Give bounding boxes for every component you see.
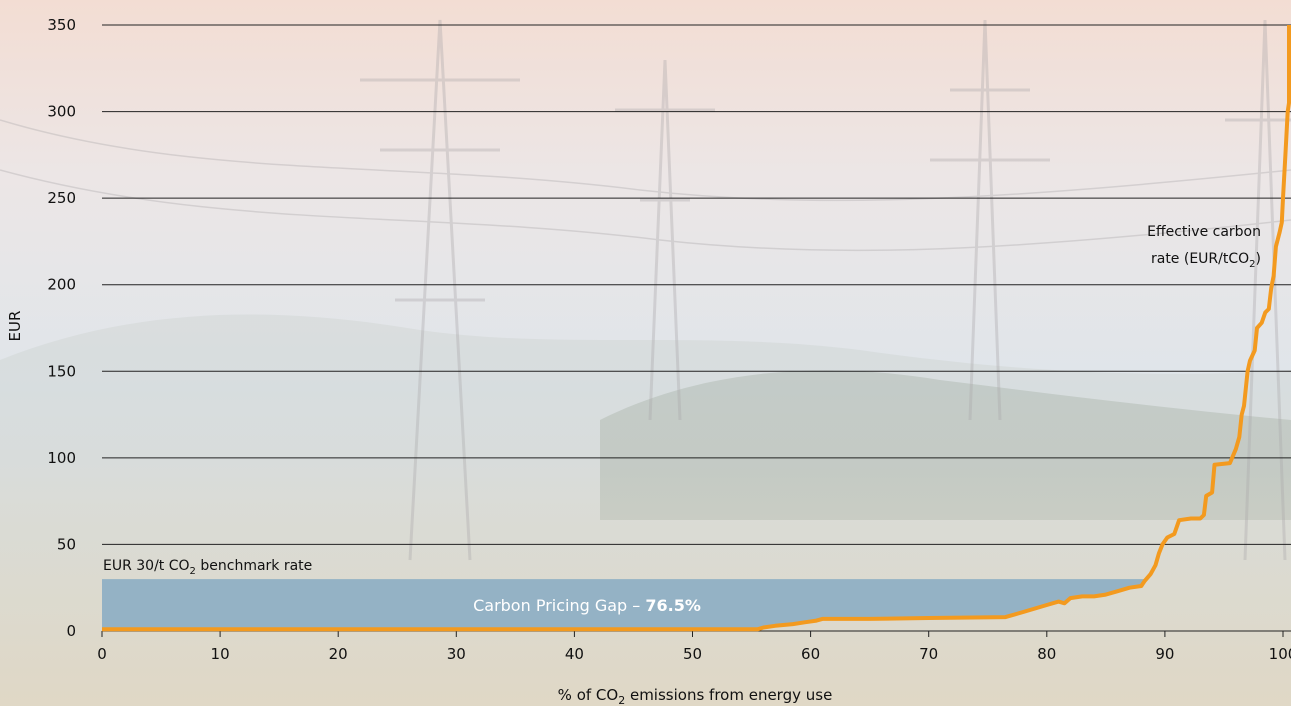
x-tick-label-50: 50 bbox=[683, 645, 702, 663]
x-axis-title-main: % of CO bbox=[558, 686, 619, 704]
pricing-gap-label: Carbon Pricing Gap – 76.5% bbox=[473, 596, 701, 615]
x-tick-label-0: 0 bbox=[97, 645, 107, 663]
gridlines bbox=[101, 24, 1291, 637]
x-tick-label-70: 70 bbox=[919, 645, 938, 663]
pricing-gap-text: Carbon Pricing Gap – bbox=[473, 596, 645, 615]
series-label-line2: rate (EUR/tCO2) bbox=[1151, 251, 1261, 270]
y-tick-labels: 0 50 100 150 200 250 300 350 bbox=[47, 16, 76, 640]
benchmark-label-tail: benchmark rate bbox=[196, 558, 312, 574]
y-tick-label-100: 100 bbox=[47, 449, 76, 467]
x-axis-title-tail: emissions from energy use bbox=[625, 686, 832, 704]
y-tick-label-250: 250 bbox=[47, 189, 76, 207]
y-tick-label-0: 0 bbox=[66, 622, 76, 640]
series-label-line2-main: rate (EUR/tCO bbox=[1151, 251, 1249, 267]
y-tick-label-350: 350 bbox=[47, 16, 76, 34]
benchmark-label-sub: 2 bbox=[190, 566, 196, 577]
x-tick-label-30: 30 bbox=[447, 645, 466, 663]
x-tick-label-90: 90 bbox=[1155, 645, 1174, 663]
y-tick-label-200: 200 bbox=[47, 276, 76, 294]
x-tick-label-10: 10 bbox=[211, 645, 230, 663]
series-label-line1: Effective carbon bbox=[1147, 224, 1261, 240]
x-axis-title: % of CO2 emissions from energy use bbox=[558, 686, 833, 706]
series-label-sub: 2 bbox=[1249, 259, 1255, 270]
benchmark-label-main: EUR 30/t CO bbox=[103, 558, 190, 574]
y-axis-title: EUR bbox=[6, 311, 24, 342]
benchmark-label: EUR 30/t CO2 benchmark rate bbox=[103, 558, 312, 577]
x-tick-label-60: 60 bbox=[801, 645, 820, 663]
x-axis-title-sub: 2 bbox=[618, 694, 625, 706]
x-tick-label-40: 40 bbox=[565, 645, 584, 663]
pricing-gap-value: 76.5% bbox=[645, 596, 701, 615]
series-label-tail: ) bbox=[1256, 251, 1261, 267]
y-tick-label-50: 50 bbox=[57, 535, 76, 553]
series-line-0 bbox=[102, 25, 1291, 632]
x-tick-label-20: 20 bbox=[329, 645, 348, 663]
y-tick-label-150: 150 bbox=[47, 362, 76, 380]
x-tick-label-80: 80 bbox=[1037, 645, 1056, 663]
x-tick-label-100: 100 bbox=[1269, 645, 1291, 663]
x-tick-labels: 0 10 20 30 40 50 60 70 80 90 100 bbox=[97, 645, 1291, 663]
series-layer bbox=[102, 25, 1291, 632]
y-tick-label-300: 300 bbox=[47, 103, 76, 121]
